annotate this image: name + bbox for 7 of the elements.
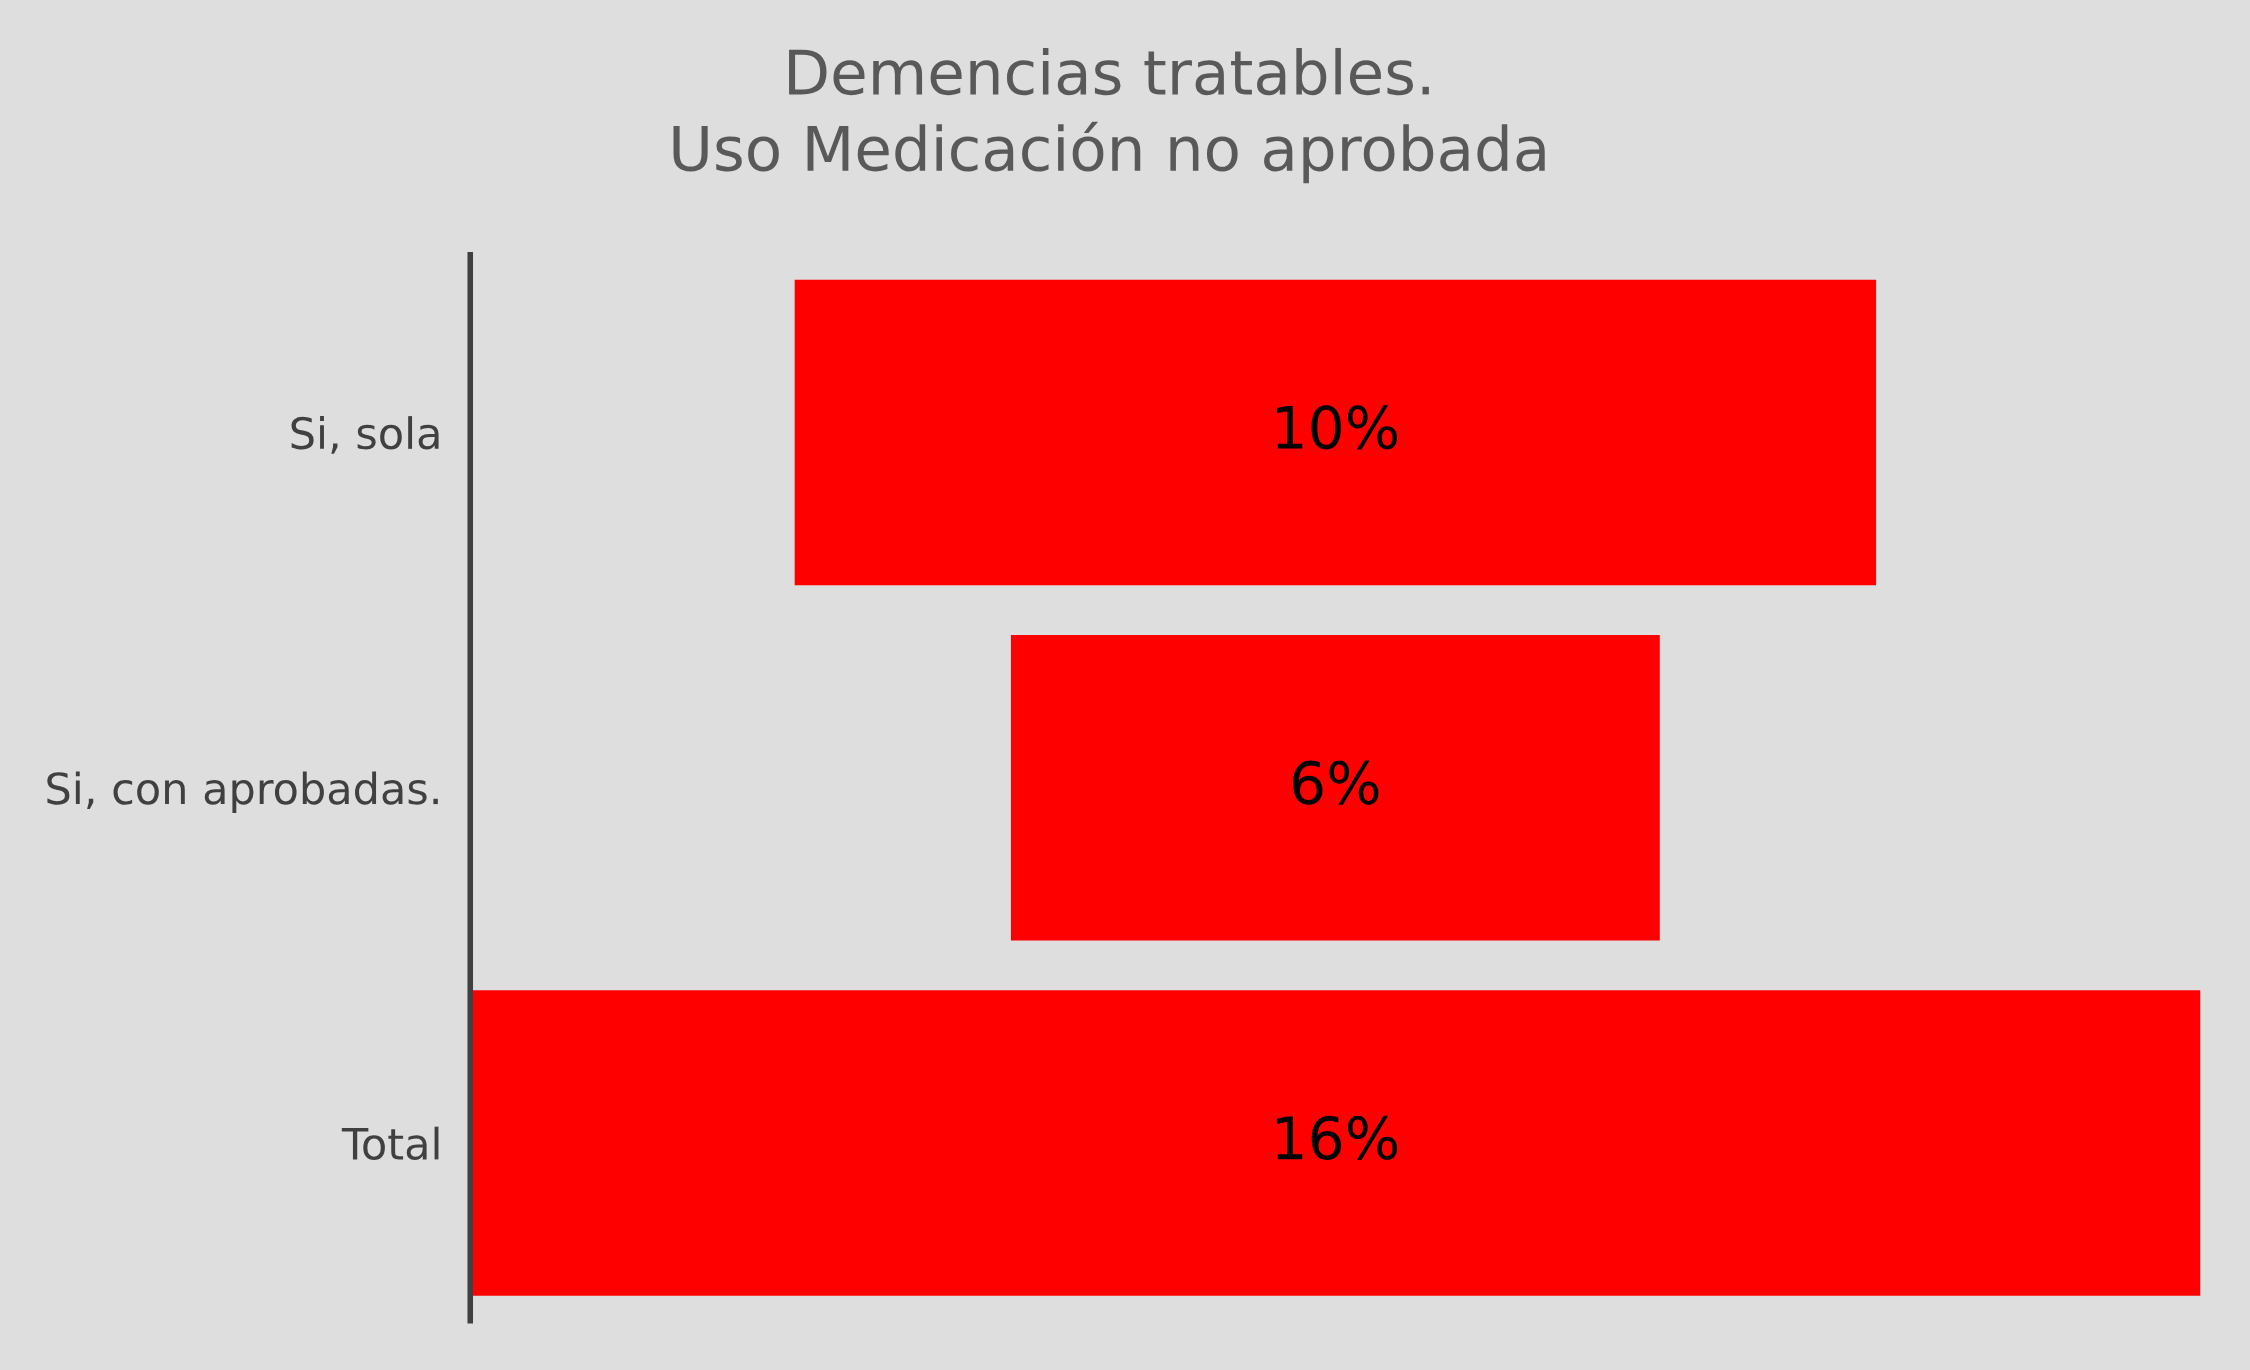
data-label: 6% [1293,760,1379,805]
data-label: 10% [1276,405,1397,450]
category-label: Total [341,1126,439,1161]
category-label: Si, sola [291,416,439,454]
category-label: Si, con aprobadas. [47,771,438,814]
text: Demencias tratables. Uso Medicación no aprobada [673,47,1545,184]
data-label: 16% [1276,1115,1397,1160]
